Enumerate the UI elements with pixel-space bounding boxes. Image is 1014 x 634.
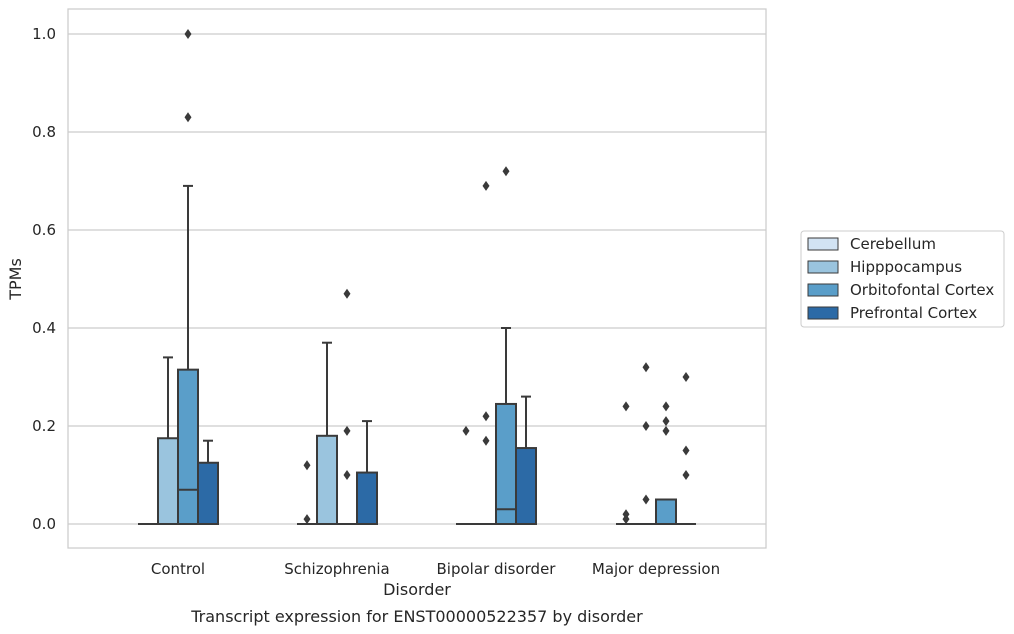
box xyxy=(616,401,636,525)
box xyxy=(177,29,199,525)
outlier-point xyxy=(482,411,490,422)
legend-swatch xyxy=(807,237,839,251)
y-tick-label: 0.0 xyxy=(32,515,56,533)
box xyxy=(495,166,517,526)
y-tick-label: 0.4 xyxy=(32,319,56,337)
box xyxy=(476,180,496,525)
series-cerebellum xyxy=(138,401,636,525)
y-axis-label: TPMs xyxy=(6,258,25,301)
box-body xyxy=(157,437,179,525)
box xyxy=(676,372,696,525)
outlier-point xyxy=(462,425,470,436)
outlier-point xyxy=(343,470,351,480)
outlier-point xyxy=(482,180,490,191)
x-tick-label: Bipolar disorder xyxy=(437,560,557,578)
box xyxy=(197,439,219,525)
outlier-point xyxy=(343,288,351,299)
box xyxy=(157,356,179,525)
legend-label: Hipppocampus xyxy=(850,258,962,276)
box xyxy=(515,395,537,525)
legend-frame xyxy=(800,230,1005,328)
outlier-point xyxy=(642,494,650,505)
x-tick-label: Schizophrenia xyxy=(284,560,389,578)
y-tick-label: 0.2 xyxy=(32,417,56,435)
outlier-point xyxy=(343,425,351,436)
x-tick-label: Control xyxy=(151,560,205,578)
legend-label: Orbitofontal Cortex xyxy=(850,281,994,299)
outlier-point xyxy=(662,425,670,436)
outlier-point xyxy=(642,362,650,373)
legend-swatch xyxy=(807,306,839,320)
box xyxy=(456,425,476,525)
outlier-point xyxy=(502,166,510,177)
legend-swatch xyxy=(807,260,839,274)
legend-swatch xyxy=(807,283,839,297)
box-body xyxy=(655,498,677,525)
box xyxy=(337,288,357,525)
outlier-point xyxy=(303,460,311,471)
y-tick-label: 0.6 xyxy=(32,221,56,239)
outlier-point xyxy=(682,445,690,456)
outlier-point xyxy=(622,401,630,412)
legend-label: Prefrontal Cortex xyxy=(850,304,977,322)
box-body xyxy=(515,447,537,525)
y-tick-label: 0.8 xyxy=(32,123,56,141)
box-series xyxy=(138,29,696,526)
box-body xyxy=(356,471,378,525)
box-body xyxy=(495,402,517,526)
box xyxy=(297,460,317,525)
outlier-point xyxy=(662,416,670,427)
outlier-point xyxy=(682,372,690,382)
x-tick-labels: Control Schizophrenia Bipolar disorder Majo… xyxy=(151,560,720,578)
outlier-point xyxy=(482,435,490,446)
box xyxy=(356,420,378,525)
x-axis-label: Disorder xyxy=(383,580,451,599)
series-hipppocampus xyxy=(157,180,656,525)
box xyxy=(316,341,338,525)
outlier-point xyxy=(642,421,650,431)
box xyxy=(655,401,677,525)
series-orbitofontal-cortex xyxy=(177,29,677,526)
series-prefrontal-cortex xyxy=(197,372,696,525)
legend-label: Cerebellum xyxy=(850,235,936,253)
chart-caption: Transcript expression for ENST0000052235… xyxy=(190,607,643,626)
box xyxy=(636,362,656,525)
y-tick-labels: 0.0 0.2 0.4 0.6 0.8 1.0 xyxy=(32,25,56,533)
y-tick-label: 1.0 xyxy=(32,25,56,43)
outlier-point xyxy=(682,470,690,480)
outlier-point xyxy=(303,514,311,525)
outlier-point xyxy=(662,401,670,412)
box-body xyxy=(197,461,219,525)
x-tick-label: Major depression xyxy=(592,560,720,578)
outlier-point xyxy=(622,509,630,520)
outlier-point xyxy=(184,29,192,39)
legend: Cerebellum Hipppocampus Orbitofontal Corte… xyxy=(800,230,1005,328)
outlier-point xyxy=(184,112,192,123)
box-body xyxy=(316,434,338,525)
plot-frame xyxy=(67,8,767,549)
box-body xyxy=(177,368,199,525)
